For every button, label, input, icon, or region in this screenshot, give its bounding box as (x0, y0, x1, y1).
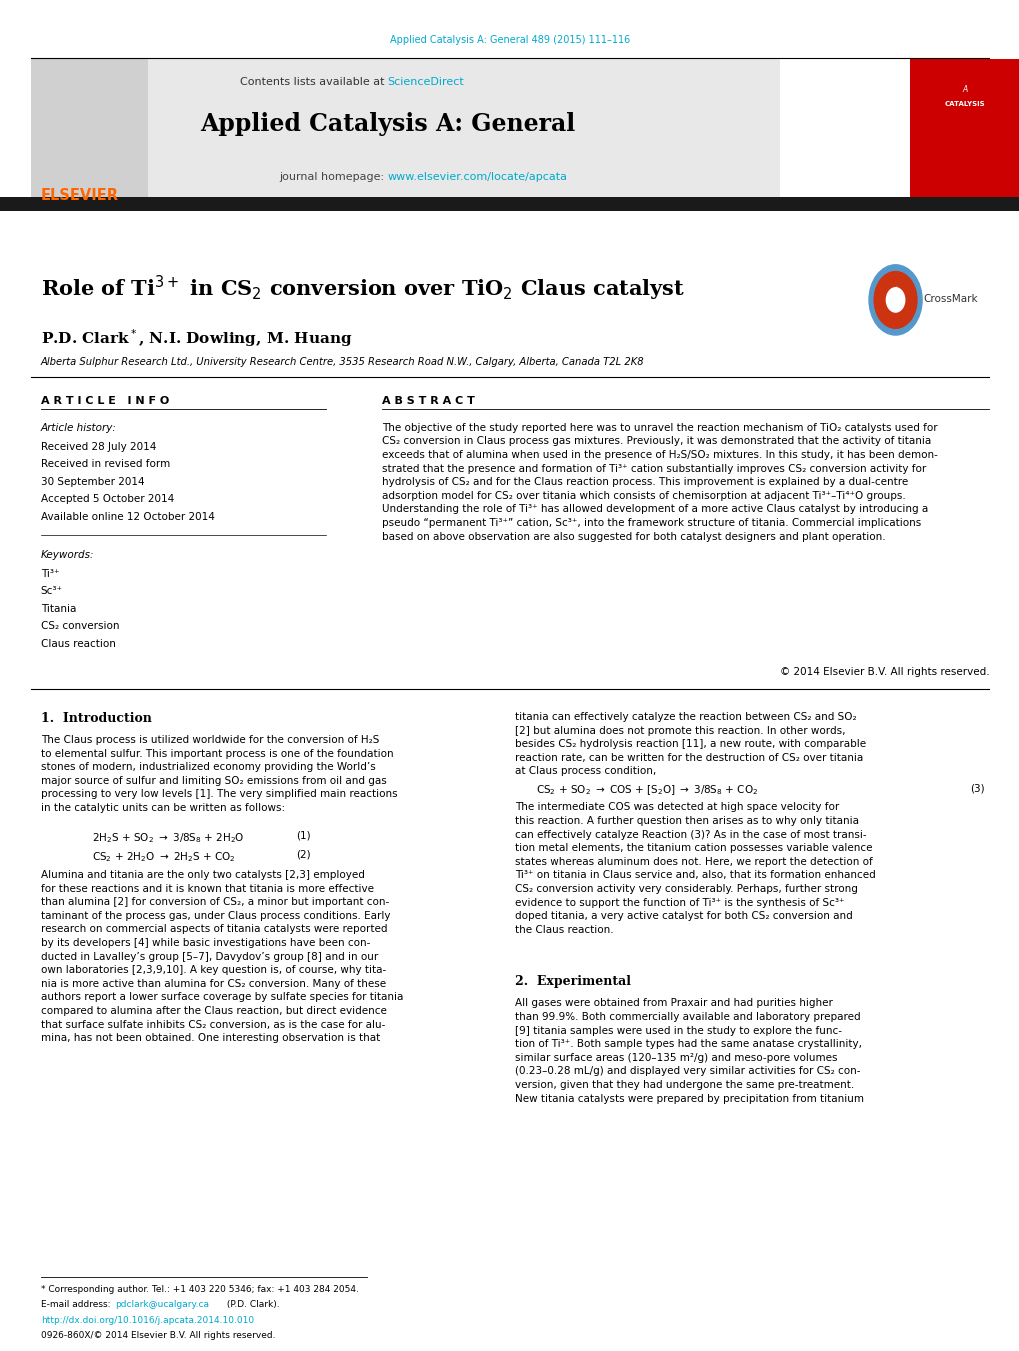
Text: (1): (1) (297, 831, 311, 840)
Text: The objective of the study reported here was to unravel the reaction mechanism o: The objective of the study reported here… (382, 423, 937, 542)
Circle shape (868, 265, 921, 335)
Text: ScienceDirect: ScienceDirect (387, 77, 464, 86)
Bar (31, 59, 780, 200)
Text: E-mail address:: E-mail address: (41, 1300, 113, 1309)
Text: Applied Catalysis A: General: Applied Catalysis A: General (200, 112, 575, 136)
Text: (2): (2) (297, 850, 311, 859)
Text: Claus reaction: Claus reaction (41, 639, 115, 648)
Bar (0, 197, 1019, 211)
Text: 0926-860X/© 2014 Elsevier B.V. All rights reserved.: 0926-860X/© 2014 Elsevier B.V. All right… (41, 1331, 275, 1340)
Text: 2.  Experimental: 2. Experimental (515, 975, 631, 989)
Text: Accepted 5 October 2014: Accepted 5 October 2014 (41, 494, 174, 504)
Text: © 2014 Elsevier B.V. All rights reserved.: © 2014 Elsevier B.V. All rights reserved… (779, 667, 988, 677)
Text: www.elsevier.com/locate/apcata: www.elsevier.com/locate/apcata (387, 172, 567, 181)
Circle shape (873, 272, 916, 328)
Text: A: A (961, 85, 967, 95)
Text: CrossMark: CrossMark (922, 293, 977, 304)
Text: The intermediate COS was detected at high space velocity for
this reaction. A fu: The intermediate COS was detected at hig… (515, 802, 875, 935)
Text: Keywords:: Keywords: (41, 550, 94, 559)
Text: Article history:: Article history: (41, 423, 116, 432)
Text: Alumina and titania are the only two catalysts [2,3] employed
for these reaction: Alumina and titania are the only two cat… (41, 870, 403, 1043)
Text: CS₂ conversion: CS₂ conversion (41, 621, 119, 631)
Text: A B S T R A C T: A B S T R A C T (382, 396, 475, 405)
Text: The Claus process is utilized worldwide for the conversion of H₂S
to elemental s: The Claus process is utilized worldwide … (41, 735, 397, 813)
Text: Alberta Sulphur Research Ltd., University Research Centre, 3535 Research Road N.: Alberta Sulphur Research Ltd., Universit… (41, 357, 644, 366)
Text: P.D. Clark$^*$, N.I. Dowling, M. Huang: P.D. Clark$^*$, N.I. Dowling, M. Huang (41, 327, 352, 349)
Text: Contents lists available at: Contents lists available at (239, 77, 387, 86)
Text: pdclark@ucalgary.ca: pdclark@ucalgary.ca (115, 1300, 209, 1309)
Text: CATALYSIS: CATALYSIS (944, 101, 984, 107)
Text: titania can effectively catalyze the reaction between CS₂ and SO₂
[2] but alumin: titania can effectively catalyze the rea… (515, 712, 865, 777)
Text: ★: ★ (892, 286, 898, 292)
Text: Applied Catalysis A: General 489 (2015) 111–116: Applied Catalysis A: General 489 (2015) … (389, 35, 630, 45)
Bar (31, 59, 148, 200)
Text: A R T I C L E   I N F O: A R T I C L E I N F O (41, 396, 169, 405)
Text: 2H$_2$S + SO$_2$ $\rightarrow$ 3/8S$_8$ + 2H$_2$O: 2H$_2$S + SO$_2$ $\rightarrow$ 3/8S$_8$ … (92, 831, 245, 844)
Text: CS$_2$ + 2H$_2$O $\rightarrow$ 2H$_2$S + CO$_2$: CS$_2$ + 2H$_2$O $\rightarrow$ 2H$_2$S +… (92, 850, 235, 863)
Text: 1.  Introduction: 1. Introduction (41, 712, 152, 725)
Circle shape (886, 288, 904, 312)
Text: Received 28 July 2014: Received 28 July 2014 (41, 442, 156, 451)
Text: Role of Ti$^{3+}$ in CS$_2$ conversion over TiO$_2$ Claus catalyst: Role of Ti$^{3+}$ in CS$_2$ conversion o… (41, 274, 684, 304)
Text: http://dx.doi.org/10.1016/j.apcata.2014.10.010: http://dx.doi.org/10.1016/j.apcata.2014.… (41, 1316, 254, 1325)
Text: Titania: Titania (41, 604, 76, 613)
Text: Ti³⁺: Ti³⁺ (41, 569, 59, 578)
Text: All gases were obtained from Praxair and had purities higher
than 99.9%. Both co: All gases were obtained from Praxair and… (515, 998, 863, 1104)
Text: ELSEVIER: ELSEVIER (41, 188, 118, 203)
Bar (909, 59, 1019, 200)
Text: (3): (3) (969, 784, 983, 793)
Text: Sc³⁺: Sc³⁺ (41, 586, 63, 596)
Text: CS$_2$ + SO$_2$ $\rightarrow$ COS + [S$_2$O] $\rightarrow$ 3/8S$_8$ + CO$_2$: CS$_2$ + SO$_2$ $\rightarrow$ COS + [S$_… (535, 784, 757, 797)
Text: (P.D. Clark).: (P.D. Clark). (224, 1300, 280, 1309)
Text: 30 September 2014: 30 September 2014 (41, 477, 145, 486)
Text: * Corresponding author. Tel.: +1 403 220 5346; fax: +1 403 284 2054.: * Corresponding author. Tel.: +1 403 220… (41, 1285, 359, 1294)
Text: Received in revised form: Received in revised form (41, 459, 170, 469)
Text: journal homepage:: journal homepage: (279, 172, 387, 181)
Text: Available online 12 October 2014: Available online 12 October 2014 (41, 512, 214, 521)
